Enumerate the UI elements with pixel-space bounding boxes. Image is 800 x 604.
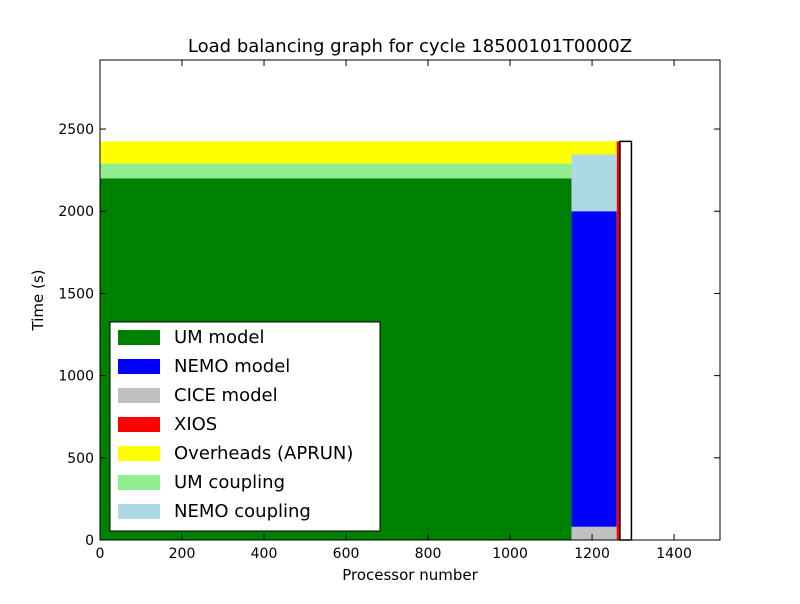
y-tick-label: 1500 [58, 286, 94, 302]
bar-xios [616, 141, 620, 540]
x-tick-label: 1400 [656, 546, 692, 562]
x-axis-ticks: 0 200 400 600 800 1000 1200 1400 [96, 60, 692, 562]
legend-label-cice-model: CICE model [174, 385, 278, 406]
chart-title: Load balancing graph for cycle 18500101T… [188, 36, 632, 57]
bar-overheads-aprun [100, 141, 617, 164]
legend-label-nemo-coupling: NEMO coupling [174, 501, 311, 522]
legend-swatch-cice-model [118, 388, 160, 403]
legend-swatch-nemo-model [118, 359, 160, 374]
y-axis-ticks: 0 500 1000 1500 2000 2500 [58, 122, 720, 549]
legend-swatch-nemo-coupling [118, 504, 160, 519]
legend-swatch-um-coupling [118, 475, 160, 490]
bar-nemo-coupling [571, 154, 617, 212]
bar-nemo-model [571, 211, 617, 527]
x-tick-label: 800 [415, 546, 442, 562]
legend-label-nemo-model: NEMO model [174, 356, 290, 377]
x-tick-label: 1200 [574, 546, 610, 562]
x-tick-label: 0 [96, 546, 105, 562]
legend-label-um-model: UM model [174, 327, 264, 348]
x-tick-label: 1000 [492, 546, 528, 562]
y-tick-label: 0 [85, 533, 94, 549]
x-axis-label: Processor number [342, 566, 478, 584]
x-tick-label: 600 [333, 546, 360, 562]
plot-frame [99, 59, 721, 541]
legend-swatch-overheads-aprun [118, 446, 160, 461]
y-axis-label: Time (s) [29, 270, 47, 332]
bar-um-coupling [100, 163, 572, 179]
bar-outline [619, 140, 633, 541]
legend-swatch-xios [118, 417, 160, 432]
legend-label-overheads-aprun: Overheads (APRUN) [174, 443, 353, 464]
y-tick-label: 2500 [58, 122, 94, 138]
legend-label-um-coupling: UM coupling [174, 472, 285, 493]
y-tick-label: 2000 [58, 204, 94, 220]
x-tick-label: 200 [169, 546, 196, 562]
legend-label-xios: XIOS [174, 414, 217, 435]
bar-cice-model [571, 526, 617, 540]
legend: UM model NEMO model CICE model XIOS Overhead… [109, 321, 381, 532]
x-tick-label: 400 [251, 546, 278, 562]
y-tick-label: 500 [67, 451, 94, 467]
y-tick-label: 1000 [58, 369, 94, 385]
legend-swatch-um-model [118, 330, 160, 345]
